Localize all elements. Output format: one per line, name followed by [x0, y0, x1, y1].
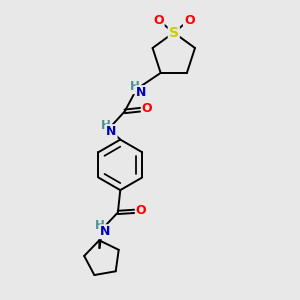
- Text: O: O: [136, 204, 146, 218]
- Text: S: S: [169, 26, 179, 40]
- Text: O: O: [153, 14, 164, 27]
- Text: O: O: [184, 14, 194, 27]
- Text: N: N: [100, 225, 111, 238]
- Text: H: H: [100, 119, 110, 132]
- Text: H: H: [94, 219, 104, 232]
- Text: H: H: [130, 80, 140, 93]
- Text: N: N: [106, 125, 116, 138]
- Text: O: O: [142, 103, 152, 116]
- Text: N: N: [136, 86, 146, 99]
